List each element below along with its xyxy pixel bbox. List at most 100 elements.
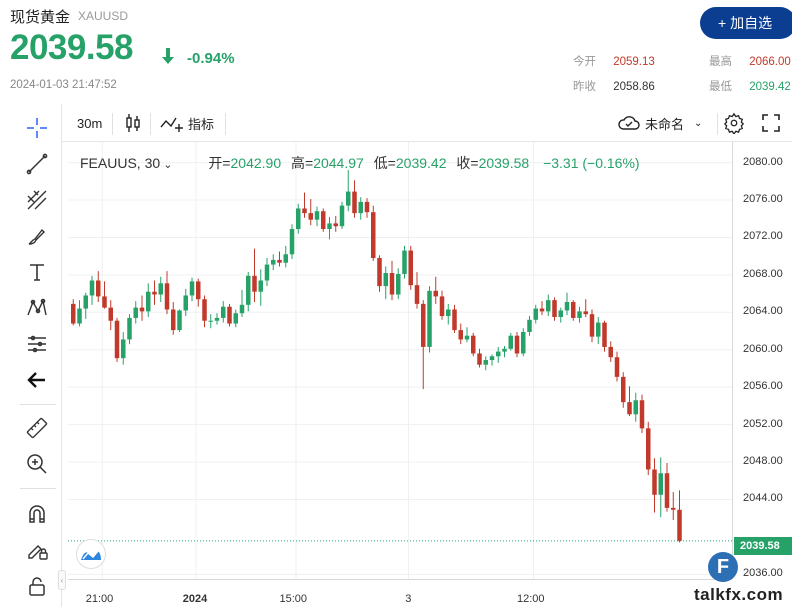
price-tick-label: 2056.00 (743, 380, 783, 393)
price-tick-label: 2076.00 (743, 193, 783, 206)
candle-body (239, 304, 245, 314)
down-arrow-icon (162, 48, 174, 64)
candle-body (402, 250, 407, 274)
candle-body (589, 314, 595, 337)
price-tick-label: 2052.00 (743, 417, 783, 430)
crosshair-tool[interactable] (12, 112, 62, 144)
trend-line-tool[interactable] (12, 148, 62, 180)
candle-body (496, 351, 501, 357)
candle-body (483, 360, 488, 365)
settings-button[interactable] (723, 104, 745, 142)
candle-body (452, 309, 457, 331)
candle-body (102, 296, 107, 308)
layout-menu[interactable]: 未命名 ⌄ (617, 104, 702, 142)
chart-logo-button[interactable] (76, 539, 106, 569)
lock-drawings-tool[interactable] (12, 534, 62, 566)
candle-body (183, 295, 188, 311)
candle-body (577, 311, 582, 318)
close-label: 收= (456, 155, 479, 171)
magnet-tool[interactable] (12, 498, 62, 530)
candle-body (427, 290, 432, 347)
add-to-watchlist-button[interactable]: + 加自选 (700, 7, 792, 39)
price-tick-label: 2080.00 (743, 155, 783, 168)
time-tick-label: 21:00 (85, 593, 114, 605)
arrow-left-icon (27, 372, 45, 388)
magnet-icon (29, 505, 45, 523)
high-label: 高= (291, 155, 314, 171)
lock-tool[interactable] (12, 570, 62, 602)
talkfx-logo: F (708, 552, 738, 582)
drawing-toolbar (12, 104, 62, 607)
pattern-tool[interactable] (12, 292, 62, 324)
toolbar-collapse-handle[interactable]: ‹ (58, 570, 66, 590)
trend-line-icon (26, 153, 48, 175)
candle-body (246, 275, 251, 305)
candle-body (208, 320, 213, 322)
interval-selector[interactable]: 30m (77, 115, 103, 131)
time-tick-label: 3 (405, 593, 412, 605)
ruler-icon (26, 417, 48, 439)
open-label: 开= (208, 155, 231, 171)
candle-body (346, 191, 351, 206)
pitchfork-icon (27, 190, 47, 210)
candle-body (127, 317, 132, 340)
candle-body (89, 280, 95, 296)
candle-body (283, 254, 288, 263)
indicators-button[interactable]: 指标 (160, 104, 214, 142)
cloud-icon (618, 116, 640, 130)
candle-body (383, 273, 388, 287)
time-axis[interactable]: 21:00 2024 15:00 3 12:00 (68, 579, 732, 607)
stat-high-label: 最高 (709, 56, 732, 68)
candle-body (258, 280, 263, 292)
layout-name: 未命名 (645, 116, 685, 132)
text-tool[interactable] (12, 256, 62, 288)
price-tick-label: 2064.00 (743, 305, 783, 318)
pencil-lock-icon (28, 545, 48, 560)
candle-body (564, 302, 570, 311)
fullscreen-button[interactable] (761, 104, 781, 142)
symbol-interval[interactable]: FEAUUS, 30 (80, 155, 161, 171)
watermark: talkfx.com (694, 585, 784, 604)
quote-header: 现货黄金 XAUUSD 2039.58 -0.94% 2024-01-03 21… (0, 0, 792, 102)
low-label: 低= (373, 155, 396, 171)
price-axis[interactable]: 2080.00 2076.00 2072.00 2068.00 2064.00 2060.… (732, 142, 792, 579)
change-percent: -0.94% (187, 50, 235, 67)
candle-body (633, 400, 638, 415)
candle-body (514, 335, 520, 354)
chart-type-button[interactable] (124, 104, 142, 142)
measure-tool[interactable] (12, 412, 62, 444)
candle-body (533, 308, 538, 320)
candle-body (639, 400, 645, 429)
zoom-tool[interactable] (12, 448, 62, 480)
price-chart[interactable] (68, 142, 732, 579)
lock-icon (29, 577, 45, 596)
back-tool[interactable] (12, 364, 62, 396)
candle-body (502, 348, 507, 352)
chart-logo-icon (81, 549, 101, 560)
candle-body (439, 296, 445, 317)
projection-tool[interactable] (12, 328, 62, 360)
toolbar-divider (20, 488, 56, 489)
candle-body (252, 275, 257, 292)
brush-tool[interactable] (12, 220, 62, 252)
candle-body (308, 213, 313, 220)
candle-body (652, 469, 657, 495)
candle-body (221, 306, 226, 318)
candle-body (433, 290, 438, 297)
price-tick-label: 2060.00 (743, 342, 783, 355)
stat-high-value: 2066.00 (749, 56, 791, 68)
candle-body (152, 291, 157, 295)
candle-body (571, 302, 576, 318)
candle-body (664, 473, 670, 508)
crosshair-icon (27, 118, 47, 138)
toolbar-divider (717, 113, 718, 135)
candle-body (477, 353, 482, 365)
candle-body (146, 291, 151, 312)
candle-body (377, 258, 382, 287)
candle-body (658, 473, 663, 495)
ohlc-legend: FEAUUS, 30 ⌄ 开=2042.90 高=2044.97 低=2039.… (80, 153, 640, 173)
fib-tool[interactable] (12, 184, 62, 216)
candle-body (646, 428, 651, 470)
indicators-icon (160, 117, 183, 132)
candle-body (602, 322, 607, 347)
